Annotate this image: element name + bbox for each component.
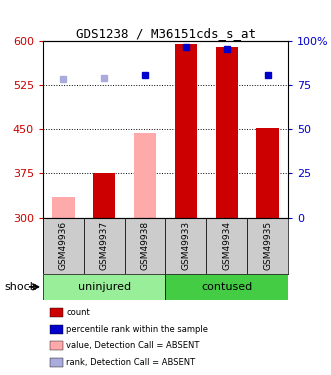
Text: GSM49937: GSM49937 xyxy=(100,221,109,270)
Text: shock: shock xyxy=(4,282,36,292)
Text: GSM49936: GSM49936 xyxy=(59,221,68,270)
Bar xyxy=(215,47,238,217)
Bar xyxy=(256,128,279,217)
Bar xyxy=(43,274,166,300)
Text: value, Detection Call = ABSENT: value, Detection Call = ABSENT xyxy=(66,341,200,350)
Bar xyxy=(52,197,75,217)
Text: uninjured: uninjured xyxy=(78,282,131,292)
Bar xyxy=(166,274,288,300)
Text: rank, Detection Call = ABSENT: rank, Detection Call = ABSENT xyxy=(66,358,195,368)
Text: GSM49934: GSM49934 xyxy=(222,221,231,270)
Text: GSM49933: GSM49933 xyxy=(181,221,190,270)
Bar xyxy=(93,173,116,217)
Bar xyxy=(206,217,247,274)
Text: GSM49938: GSM49938 xyxy=(141,221,150,270)
Bar xyxy=(43,217,84,274)
Bar xyxy=(166,217,206,274)
Text: count: count xyxy=(66,308,90,316)
Title: GDS1238 / M36151cds_s_at: GDS1238 / M36151cds_s_at xyxy=(75,27,256,40)
Bar xyxy=(125,217,166,274)
Text: GSM49935: GSM49935 xyxy=(263,221,272,270)
Bar xyxy=(84,217,125,274)
Text: percentile rank within the sample: percentile rank within the sample xyxy=(66,324,208,334)
Text: contused: contused xyxy=(201,282,252,292)
Bar xyxy=(175,44,197,218)
Bar xyxy=(247,217,288,274)
Bar xyxy=(134,134,156,218)
